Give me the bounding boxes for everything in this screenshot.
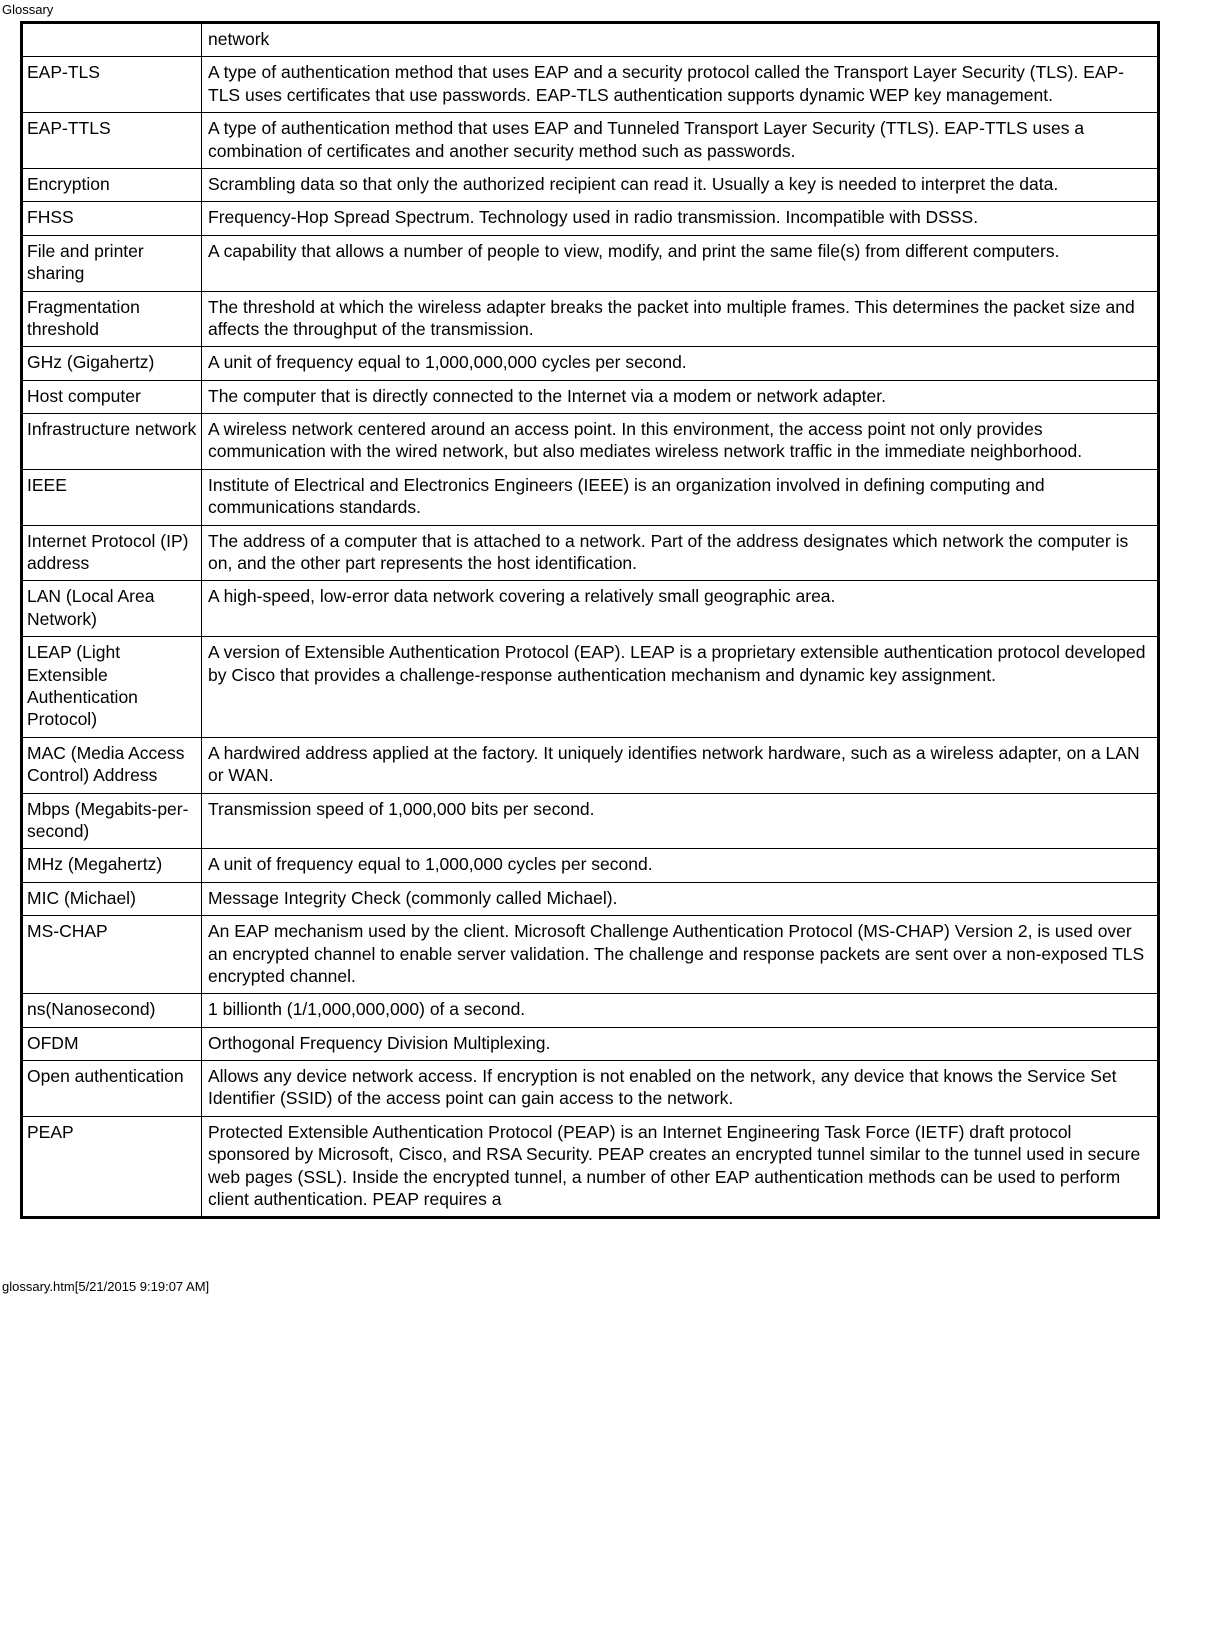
glossary-definition: A unit of frequency equal to 1,000,000,0… [202,347,1159,380]
glossary-term: MHz (Megahertz) [22,849,202,882]
glossary-definition: A type of authentication method that use… [202,57,1159,113]
glossary-term: Host computer [22,380,202,413]
table-row: Open authenticationAllows any device net… [22,1061,1159,1117]
page-title: Glossary [2,2,1230,17]
table-row: OFDMOrthogonal Frequency Division Multip… [22,1027,1159,1060]
glossary-term: MIC (Michael) [22,882,202,915]
glossary-definition: Message Integrity Check (commonly called… [202,882,1159,915]
table-row: LEAP (Light Extensible Authentication Pr… [22,637,1159,738]
glossary-term [22,23,202,57]
glossary-term: EAP-TLS [22,57,202,113]
glossary-term: LEAP (Light Extensible Authentication Pr… [22,637,202,738]
table-row: EncryptionScrambling data so that only t… [22,168,1159,201]
table-row: MIC (Michael)Message Integrity Check (co… [22,882,1159,915]
glossary-definition: Scrambling data so that only the authori… [202,168,1159,201]
glossary-definition: A hardwired address applied at the facto… [202,737,1159,793]
glossary-term: MS-CHAP [22,916,202,994]
glossary-term: MAC (Media Access Control) Address [22,737,202,793]
glossary-definition: A capability that allows a number of peo… [202,235,1159,291]
page-footer: glossary.htm[5/21/2015 9:19:07 AM] [2,1279,1230,1294]
glossary-term: OFDM [22,1027,202,1060]
glossary-term: Fragmentation threshold [22,291,202,347]
table-row: MAC (Media Access Control) AddressA hard… [22,737,1159,793]
table-row: FHSSFrequency-Hop Spread Spectrum. Techn… [22,202,1159,235]
glossary-term: Encryption [22,168,202,201]
glossary-definition: network [202,23,1159,57]
table-row: MHz (Megahertz)A unit of frequency equal… [22,849,1159,882]
table-row: MS-CHAPAn EAP mechanism used by the clie… [22,916,1159,994]
glossary-definition: A version of Extensible Authentication P… [202,637,1159,738]
glossary-definition: 1 billionth (1/1,000,000,000) of a secon… [202,994,1159,1027]
glossary-definition: A type of authentication method that use… [202,113,1159,169]
table-row: Host computerThe computer that is direct… [22,380,1159,413]
glossary-definition: A wireless network centered around an ac… [202,414,1159,470]
glossary-term: EAP-TTLS [22,113,202,169]
table-row: Infrastructure networkA wireless network… [22,414,1159,470]
table-row: EAP-TTLSA type of authentication method … [22,113,1159,169]
glossary-definition: The threshold at which the wireless adap… [202,291,1159,347]
table-row: IEEEInstitute of Electrical and Electron… [22,469,1159,525]
glossary-definition: Orthogonal Frequency Division Multiplexi… [202,1027,1159,1060]
glossary-definition: The address of a computer that is attach… [202,525,1159,581]
table-row: Fragmentation thresholdThe threshold at … [22,291,1159,347]
glossary-definition: Allows any device network access. If enc… [202,1061,1159,1117]
glossary-definition: Transmission speed of 1,000,000 bits per… [202,793,1159,849]
glossary-definition: The computer that is directly connected … [202,380,1159,413]
glossary-table: networkEAP-TLSA type of authentication m… [20,21,1160,1219]
glossary-term: Infrastructure network [22,414,202,470]
glossary-term: Internet Protocol (IP) address [22,525,202,581]
table-row: PEAPProtected Extensible Authentication … [22,1116,1159,1218]
table-row: GHz (Gigahertz)A unit of frequency equal… [22,347,1159,380]
glossary-definition: Frequency-Hop Spread Spectrum. Technolog… [202,202,1159,235]
glossary-container: networkEAP-TLSA type of authentication m… [20,21,1210,1219]
glossary-term: LAN (Local Area Network) [22,581,202,637]
glossary-term: PEAP [22,1116,202,1218]
table-row: EAP-TLSA type of authentication method t… [22,57,1159,113]
glossary-term: GHz (Gigahertz) [22,347,202,380]
table-row: network [22,23,1159,57]
table-row: LAN (Local Area Network)A high-speed, lo… [22,581,1159,637]
glossary-term: IEEE [22,469,202,525]
glossary-term: Open authentication [22,1061,202,1117]
table-row: File and printer sharingA capability tha… [22,235,1159,291]
table-row: ns(Nanosecond)1 billionth (1/1,000,000,0… [22,994,1159,1027]
glossary-definition: Institute of Electrical and Electronics … [202,469,1159,525]
glossary-definition: Protected Extensible Authentication Prot… [202,1116,1159,1218]
glossary-term: File and printer sharing [22,235,202,291]
table-row: Mbps (Megabits-per-second)Transmission s… [22,793,1159,849]
glossary-definition: A unit of frequency equal to 1,000,000 c… [202,849,1159,882]
glossary-term: Mbps (Megabits-per-second) [22,793,202,849]
glossary-term: FHSS [22,202,202,235]
glossary-definition: An EAP mechanism used by the client. Mic… [202,916,1159,994]
glossary-definition: A high-speed, low-error data network cov… [202,581,1159,637]
glossary-term: ns(Nanosecond) [22,994,202,1027]
table-row: Internet Protocol (IP) addressThe addres… [22,525,1159,581]
